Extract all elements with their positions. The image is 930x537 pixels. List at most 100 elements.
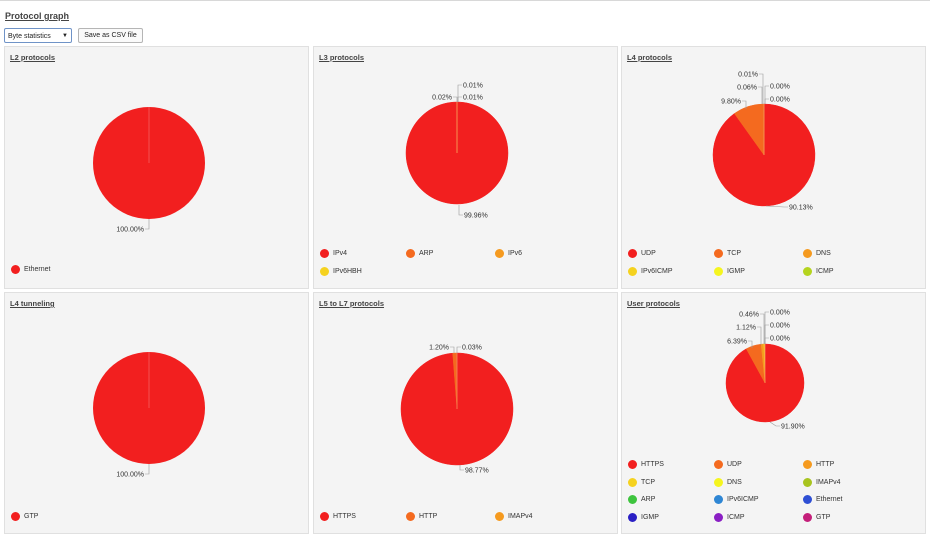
legend-swatch [803, 249, 812, 258]
leader-line [742, 100, 747, 109]
leader-line [760, 313, 765, 344]
legend-item-http[interactable]: HTTP [803, 460, 834, 470]
legend-item-icmp[interactable]: ICMP [803, 266, 834, 277]
legend-item-igmp[interactable]: IGMP [628, 512, 659, 523]
legend-label: DNS [816, 250, 831, 257]
data-label: 91.90% [781, 424, 805, 431]
leader-line [765, 205, 788, 208]
legend-label: IPv4 [333, 250, 348, 257]
pie-chart-svg: 100.00% [93, 352, 205, 479]
legend-item-udp[interactable]: UDP [714, 460, 742, 470]
legend-item-http[interactable]: HTTP [406, 512, 437, 522]
legend-swatch [628, 249, 637, 258]
legend-item-gtp[interactable]: GTP [803, 512, 830, 523]
legend-swatch [628, 495, 637, 504]
legend-label: TCP [641, 478, 655, 486]
legend-label: Ethernet [24, 266, 51, 273]
statistics-select-value: Byte statistics [8, 33, 51, 40]
legend-item-gtp[interactable]: GTP [11, 512, 38, 522]
legend-swatch [803, 460, 812, 469]
legend-label: DNS [727, 478, 742, 486]
legend-item-ipv6[interactable]: IPv6 [495, 249, 522, 259]
chart-panel-user: User protocols 91.90% 6.39% 1.12% 0.46% 0.00%… [621, 292, 926, 534]
legend-swatch [406, 512, 415, 521]
page-title: Protocol graph [5, 11, 70, 21]
legend-label: ARP [641, 496, 656, 503]
legend-swatch [628, 477, 637, 487]
legend-label: HTTP [419, 513, 438, 520]
legend-item-https[interactable]: HTTPS [320, 512, 356, 522]
data-label: 98.77% [465, 468, 489, 475]
legend-item-imapv4[interactable]: IMAPv4 [803, 477, 841, 488]
leader-line [748, 340, 753, 348]
legend-swatch [714, 477, 723, 487]
legend-item-arp[interactable]: ARP [628, 495, 655, 505]
pie-chart-svg: 100.00% [93, 107, 205, 234]
legend-item-dns[interactable]: DNS [714, 477, 742, 488]
save-csv-button[interactable]: Save as CSV file [78, 28, 143, 43]
chevron-down-icon: ▼ [62, 33, 68, 39]
data-label: 6.39% [727, 339, 747, 346]
legend-swatch [628, 512, 637, 522]
legend-item-tcp[interactable]: TCP [714, 249, 741, 259]
legend-label: Ethernet [816, 496, 843, 503]
legend-swatch [803, 477, 812, 487]
chart-title: L4 tunneling [10, 299, 55, 308]
leader-line [764, 324, 769, 344]
top-divider [0, 0, 930, 1]
legend-item-https[interactable]: HTTPS [628, 460, 664, 470]
chart-title: L5 to L7 protocols [319, 299, 385, 308]
leader-line [145, 219, 150, 230]
legend-item-udp[interactable]: UDP [628, 249, 656, 259]
legend-item-ethernet[interactable]: Ethernet [803, 495, 842, 505]
chart-panel-l3: L3 protocols 99.96% 0.02% 0.01% 0.01% IPv4 ARP… [313, 46, 618, 289]
legend-label: TCP [727, 250, 741, 257]
legend-swatch [628, 460, 637, 469]
statistics-select[interactable]: Byte statistics ▼ [4, 28, 72, 43]
legend-item-dns[interactable]: DNS [803, 249, 831, 259]
legend-label: IPv6ICMP [641, 267, 673, 275]
legend-swatch [803, 266, 812, 276]
legend-swatch [495, 512, 504, 521]
data-label: 0.00% [770, 97, 790, 104]
legend-label: IPv6HBH [333, 267, 362, 275]
legend-item-ipv4[interactable]: IPv4 [320, 249, 347, 259]
legend-item-igmp[interactable]: IGMP [714, 266, 745, 277]
data-label: 1.12% [736, 325, 756, 332]
legend-label: IMAPv4 [816, 478, 841, 486]
data-label: 0.00% [770, 323, 790, 330]
data-label: 100.00% [116, 472, 144, 479]
leader-line [764, 337, 769, 344]
legend-label: ARP [419, 250, 434, 257]
data-label: 0.01% [463, 83, 483, 90]
leader-line [459, 465, 464, 471]
pie-chart-svg: 90.13% 9.80% 0.06% 0.01% 0.00% 0.00% [712, 72, 816, 212]
legend-item-arp[interactable]: ARP [406, 249, 433, 259]
leader-line [758, 86, 763, 104]
data-label: 1.20% [429, 345, 449, 352]
legend-label: GTP [24, 513, 39, 520]
legend-item-icmp[interactable]: ICMP [714, 512, 745, 523]
legend-item-ipv6hbh[interactable]: IPv6HBH [320, 266, 362, 277]
legend-label: ICMP [816, 267, 834, 275]
legend-item-ipv6icmp[interactable]: IPv6ICMP [714, 495, 759, 505]
legend-label: UDP [641, 250, 656, 257]
chart-panel-l4: L4 protocols 90.13% 9.80% 0.06% 0.01% 0.00% 0.… [621, 46, 926, 289]
legend-swatch [803, 512, 812, 522]
legend-item-ipv6icmp[interactable]: IPv6ICMP [628, 266, 673, 277]
legend-swatch [320, 266, 329, 276]
legend-swatch [320, 512, 329, 521]
legend-swatch [714, 495, 723, 504]
legend-item-tcp[interactable]: TCP [628, 477, 655, 488]
pie-chart-svg: 99.96% 0.02% 0.01% 0.01% [405, 83, 509, 220]
legend-item-imapv4[interactable]: IMAPv4 [495, 512, 533, 522]
legend-item-ethernet[interactable]: Ethernet [11, 265, 50, 275]
legend-label: HTTPS [333, 513, 356, 520]
leader-line [764, 311, 769, 344]
chart-panel-l2: L2 protocols 100.00% Ethernet [4, 46, 309, 289]
data-label: 0.02% [432, 95, 452, 102]
chart-title: User protocols [627, 299, 680, 308]
data-label: 9.80% [721, 99, 741, 106]
legend-swatch [320, 249, 329, 258]
leader-line [453, 96, 458, 102]
